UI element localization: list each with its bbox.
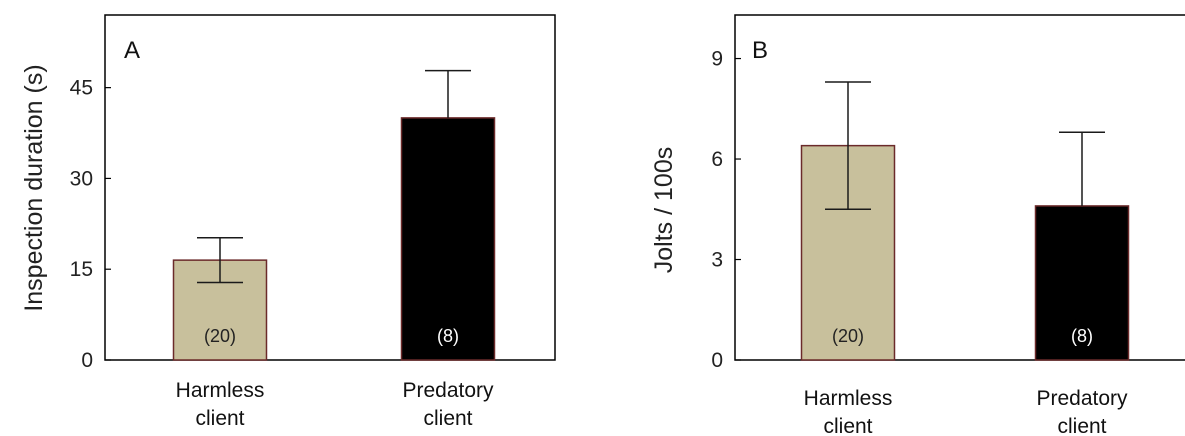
sample-size-label: (20): [204, 326, 236, 346]
x-category-label: client: [423, 407, 472, 430]
y-axis-label-b: Jolts / 100s: [650, 147, 678, 273]
panel-a: A Inspection duration (s) 0 15 30 45 (20) (8…: [20, 14, 556, 430]
x-category-label: Harmless: [804, 387, 893, 410]
panel-label-a: A: [124, 37, 140, 64]
panel-b: B Jolts / 100s 0 3 6 9 (20) (8) Harmless clie…: [650, 14, 1185, 436]
x-category-label: Predatory: [1036, 387, 1128, 410]
x-category-label: client: [1057, 415, 1106, 436]
bars-b: (20) (8): [800, 81, 1130, 361]
x-categories-b: Harmless client Predatory client: [804, 387, 1128, 436]
sample-size-label: (8): [1071, 326, 1093, 346]
bars-a: (20) (8): [172, 69, 496, 361]
x-categories-a: Harmless client Predatory client: [176, 379, 494, 430]
x-category-label: client: [823, 415, 872, 436]
x-category-label: client: [195, 407, 244, 430]
sample-size-label: (20): [832, 326, 864, 346]
plot-frame-b: [734, 14, 1185, 361]
plot-frame-a: [104, 14, 556, 361]
x-category-label: Harmless: [176, 379, 265, 402]
y-tick-label: 15: [70, 258, 93, 281]
bar: [1034, 205, 1130, 361]
y-tick-label: 0: [81, 349, 93, 372]
y-tick-label: 3: [711, 249, 723, 272]
y-tick-label: 30: [70, 167, 93, 190]
sample-size-label: (8): [437, 326, 459, 346]
y-tick-label: 0: [711, 349, 723, 372]
x-category-label: Predatory: [402, 379, 494, 402]
y-tick-label: 9: [711, 48, 723, 71]
panel-label-b: B: [752, 37, 768, 64]
y-ticks-b: 0 3 6 9: [711, 48, 741, 372]
y-ticks-a: 0 15 30 45: [70, 77, 111, 372]
y-tick-label: 45: [70, 77, 93, 100]
y-axis-label-a: Inspection duration (s): [20, 64, 48, 311]
bar: [400, 117, 496, 361]
y-tick-label: 6: [711, 148, 723, 171]
